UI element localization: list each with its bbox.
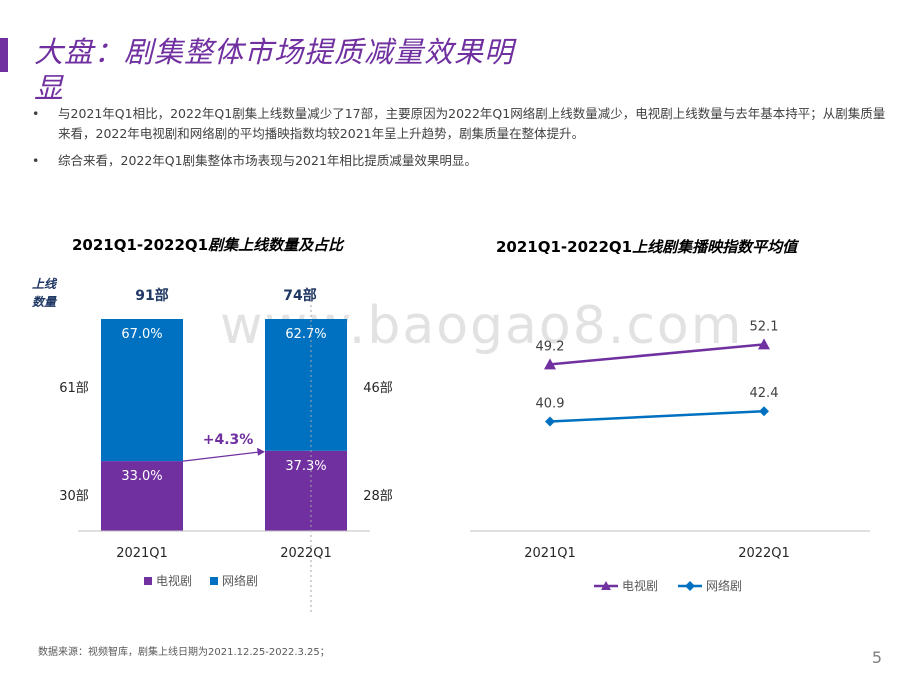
y-axis-label-line2: 数量 <box>32 295 58 309</box>
bullet-dot-icon: • <box>32 153 40 168</box>
line-series-tv <box>549 343 765 366</box>
growth-annotation: +4.3% <box>203 432 254 448</box>
x-tick-label: 2022Q1 <box>738 546 790 561</box>
legend-label-tv: 电视剧 <box>622 578 658 593</box>
bar-segment-tv <box>101 461 183 531</box>
bullet-dot-icon: • <box>32 106 40 121</box>
web-value-label: 61部 <box>59 381 89 396</box>
bar-share-label: 67.0% <box>121 327 162 342</box>
line-data-label: 52.1 <box>750 319 779 334</box>
x-tick-label: 2021Q1 <box>524 546 576 561</box>
right-chart-title: 2021Q1-2022Q1上线剧集播映指数平均值 <box>496 238 798 256</box>
tv-value-label: 30部 <box>59 489 89 504</box>
line-point-tv-triangle-icon <box>758 338 770 350</box>
legend-label-tv: 电视剧 <box>156 573 192 588</box>
line-data-label: 42.4 <box>750 386 779 401</box>
y-axis-label-line1: 上线 <box>32 277 58 291</box>
bar-segment-tv <box>265 450 347 531</box>
bar-chart: 上线 数量 91部 74部 33.0% 67.0% 37.3% 62.7% 2021Q… <box>32 277 393 615</box>
legend-marker-web-diamond-icon <box>685 581 695 591</box>
growth-arrow-head-icon <box>257 447 265 456</box>
bar-share-label: 62.7% <box>285 327 326 342</box>
bar-total-label: 91部 <box>135 287 168 304</box>
bar-share-label: 33.0% <box>121 469 162 484</box>
page-title: 大盘：剧集整体市场提质减量效果明显 <box>34 35 515 105</box>
line-chart: 2021Q1 2022Q1 49.2 52.1 40.9 42.4 电视剧 网络剧 <box>470 319 870 593</box>
legend-label-web: 网络剧 <box>222 573 258 588</box>
bar-share-label: 37.3% <box>285 459 326 474</box>
bar-segment-web <box>265 319 347 451</box>
legend-swatch-web <box>210 577 218 585</box>
source-footnote: 数据来源：视频智库，剧集上线日期为2021.12.25-2022.3.25； <box>38 647 330 658</box>
line-data-label: 49.2 <box>536 339 565 354</box>
line-data-label: 40.9 <box>536 397 565 412</box>
bar-total-label: 74部 <box>283 287 316 304</box>
bar-segment-web <box>101 319 183 462</box>
left-chart-title: 2021Q1-2022Q1剧集上线数量及占比 <box>72 236 344 254</box>
page-number: 5 <box>871 648 882 667</box>
line-point-web-diamond-icon <box>759 406 769 417</box>
bullet-list: • 与2021年Q1相比，2022年Q1剧集上线数量减少了17部，主要原因为202… <box>30 104 890 178</box>
line-point-web-diamond-icon <box>545 416 555 427</box>
line-series-web <box>549 409 765 423</box>
title-accent-bar <box>0 38 8 72</box>
x-tick-label: 2022Q1 <box>280 546 332 561</box>
x-tick-label: 2021Q1 <box>116 546 168 561</box>
legend-swatch-tv <box>144 577 152 585</box>
legend-label-web: 网络剧 <box>706 578 742 593</box>
tv-value-label: 28部 <box>363 489 393 504</box>
bullet-item: • 综合来看，2022年Q1剧集整体市场表现与2021年相比提质减量效果明显。 <box>30 151 890 171</box>
growth-arrow-line <box>182 451 262 462</box>
legend-marker-tv-triangle-icon <box>601 581 611 590</box>
bullet-item: • 与2021年Q1相比，2022年Q1剧集上线数量减少了17部，主要原因为202… <box>32 106 886 141</box>
line-point-tv-triangle-icon <box>544 358 556 370</box>
web-value-label: 46部 <box>363 381 393 396</box>
